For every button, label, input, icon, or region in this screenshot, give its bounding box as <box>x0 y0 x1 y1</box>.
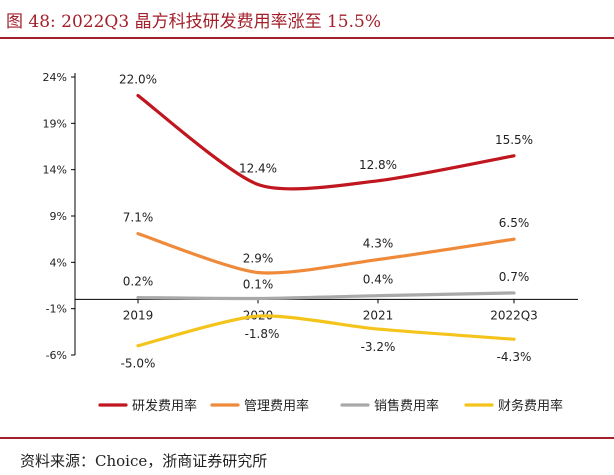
data-label: 12.4% <box>239 161 277 175</box>
data-label: -3.2% <box>361 340 396 354</box>
data-label: 4.3% <box>363 237 394 251</box>
data-label: 22.0% <box>119 73 157 87</box>
data-label: -4.3% <box>497 350 532 364</box>
data-label: 7.1% <box>123 211 154 225</box>
header-rule <box>0 37 614 39</box>
y-tick-label: 19% <box>43 117 67 130</box>
data-labels: 22.0% 12.4% 12.8% 15.5% 7.1% 2.9% 4.3% 6.5% 0.2%… <box>119 73 533 371</box>
figure-header: 图 48: 2022Q3 晶方科技研发费用率涨至 15.5% <box>0 0 614 40</box>
y-tick-label: 14% <box>43 164 67 177</box>
y-axis: 24% 19% 14% 9% 4% -1% -6% <box>43 71 76 362</box>
line-chart: 24%19%14%9%4%-1%-6% 2019 2020 2021 2022Q3 2… <box>43 71 578 414</box>
x-tick-label: 2019 <box>123 308 154 322</box>
legend-label: 研发费用率 <box>132 398 197 414</box>
series-line <box>136 291 516 301</box>
series-line <box>136 93 516 191</box>
data-label: 0.1% <box>243 277 274 291</box>
data-label: -1.8% <box>245 327 280 341</box>
series-layer <box>136 93 516 348</box>
series-line <box>136 232 516 275</box>
legend-label: 管理费用率 <box>244 398 309 414</box>
x-tick-label: 2021 <box>363 308 394 322</box>
figure-title: 图 48: 2022Q3 晶方科技研发费用率涨至 15.5% <box>6 12 381 32</box>
y-tick-label: 4% <box>50 256 67 269</box>
data-label: 2.9% <box>243 252 274 266</box>
y-tick-label: 24% <box>43 71 67 84</box>
data-label: 0.4% <box>363 273 394 287</box>
data-label: -5.0% <box>121 357 156 371</box>
x-tick-label: 2022Q3 <box>490 308 538 322</box>
source-note: 资料来源：Choice，浙商证券研究所 <box>20 452 268 470</box>
footer-rule <box>0 437 614 439</box>
legend: 研发费用率 管理费用率 销售费用率 财务费用率 <box>98 398 563 414</box>
series-line <box>136 314 516 348</box>
data-label: 6.5% <box>499 216 530 230</box>
y-tick-label: -6% <box>46 349 67 362</box>
data-label: 15.5% <box>495 133 533 147</box>
legend-label: 销售费用率 <box>374 398 439 414</box>
y-tick-label: -1% <box>46 303 67 316</box>
x-axis: 2019 2020 2021 2022Q3 <box>75 298 578 322</box>
data-label: 0.2% <box>123 275 154 289</box>
y-tick-label: 9% <box>50 210 67 223</box>
data-label: 0.7% <box>499 270 530 284</box>
data-label: 12.8% <box>359 158 397 172</box>
legend-label: 财务费用率 <box>498 398 563 414</box>
